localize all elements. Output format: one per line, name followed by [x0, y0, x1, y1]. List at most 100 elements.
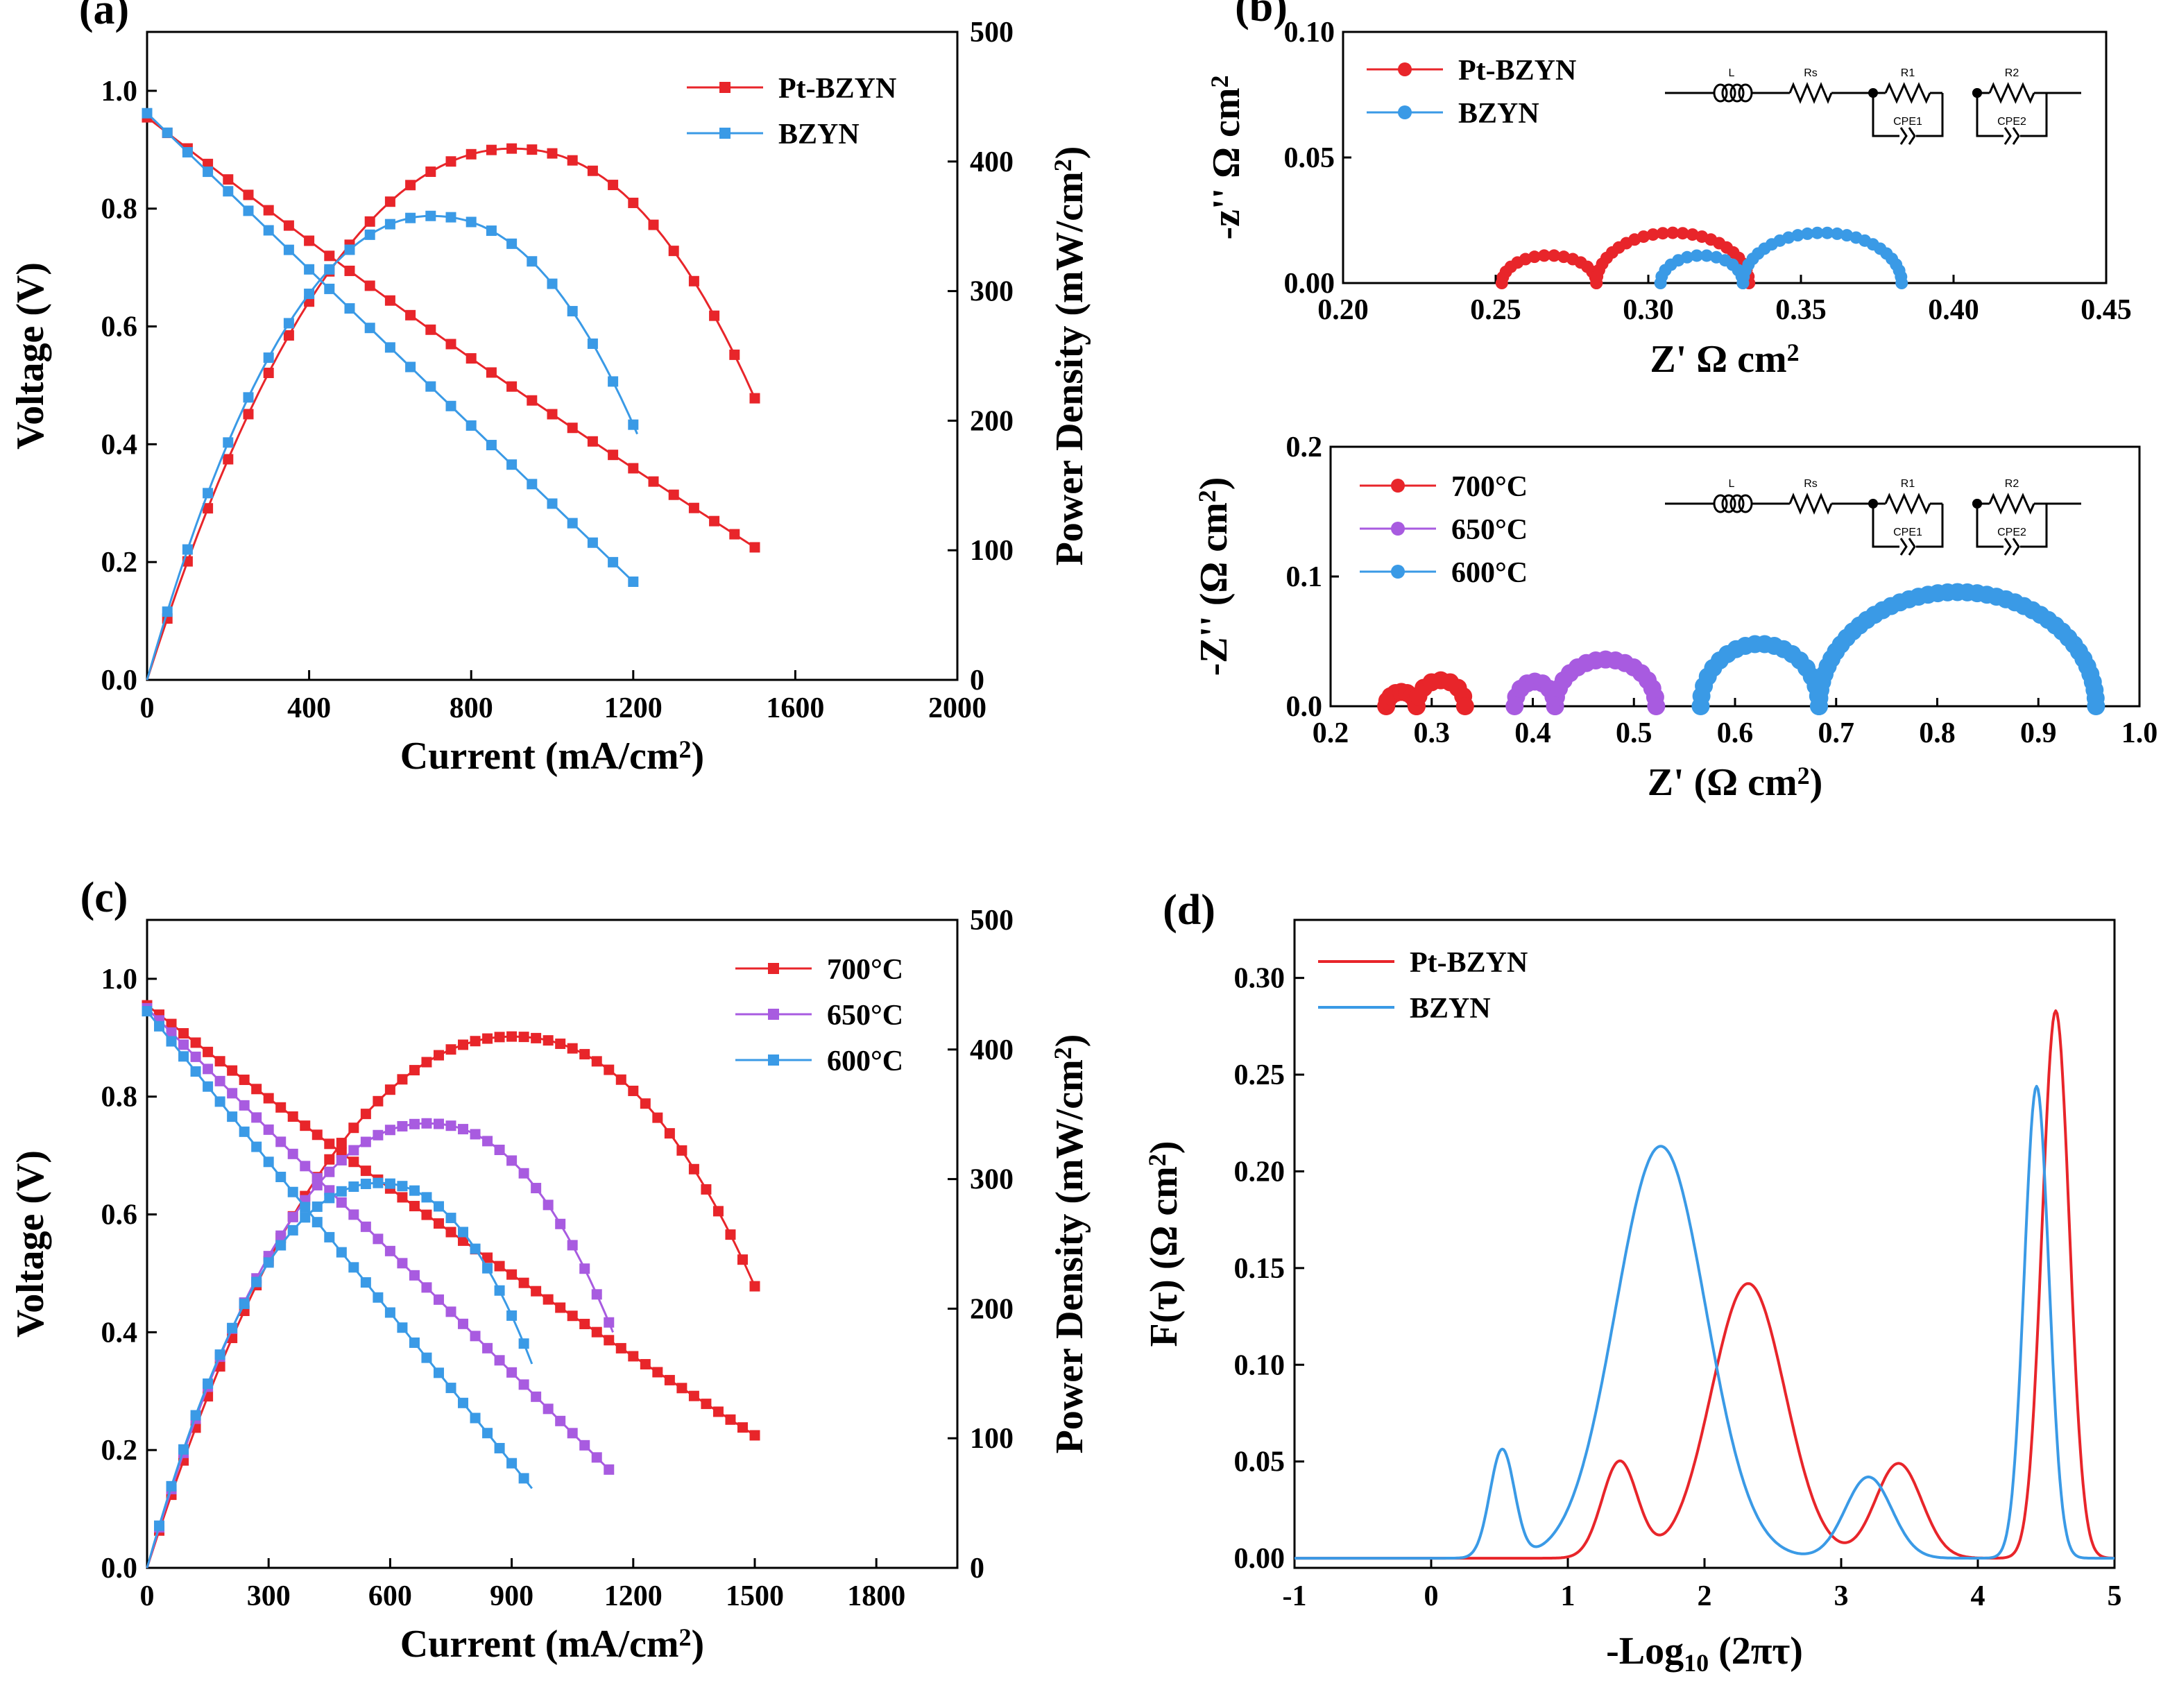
- power-point: [445, 1213, 456, 1224]
- iv-point: [275, 1136, 287, 1147]
- iv-point: [227, 1088, 238, 1099]
- resistor-R2: [1988, 493, 2035, 515]
- iv-point: [324, 283, 335, 294]
- power-point: [591, 1289, 602, 1300]
- impedance-point: [1680, 250, 1693, 264]
- legend-marker: [1391, 565, 1405, 579]
- iv-point: [628, 577, 639, 588]
- legend-marker: [768, 1054, 779, 1066]
- panel-d: -1 0 1 2 3 4 5 0.00 0.05 0.10 0.15 0.20 0.25 0.30 (d) -…: [1143, 887, 2122, 1677]
- y2-axis-title-text: Power Density (mW/cm: [1048, 1059, 1091, 1453]
- inductor-coil: [1738, 83, 1753, 103]
- y-tick-label: 0.10: [1284, 17, 1335, 49]
- legend-label: BZYN: [1410, 993, 1491, 1025]
- iv-point: [668, 489, 679, 500]
- x-tick-label: 0.25: [1470, 294, 1521, 326]
- inductor-coil: [1713, 83, 1728, 103]
- y2-axis-title-end: ): [1048, 146, 1091, 160]
- inductor-coil: [1721, 494, 1736, 513]
- iv-point: [482, 1428, 493, 1439]
- x-tick-label: 300: [247, 1580, 291, 1612]
- x-tick-label: 0.2: [1313, 717, 1349, 749]
- impedance-point: [1690, 249, 1703, 262]
- y-tick-label: 0.00: [1284, 268, 1335, 300]
- circuit-node: [1972, 499, 1982, 509]
- power-point: [445, 1120, 456, 1131]
- power-point: [579, 1263, 590, 1274]
- iv-point: [465, 420, 477, 431]
- power-point: [421, 1057, 432, 1068]
- iv-point: [527, 479, 538, 490]
- power-point: [409, 1065, 420, 1076]
- iv-point: [409, 1337, 420, 1348]
- impedance-point: [1666, 226, 1680, 239]
- y-axis-title: F(τ) (Ω cm2): [1143, 1141, 1186, 1347]
- x-tick-label: 1600: [766, 692, 824, 724]
- x-tick-label: 1: [1561, 1580, 1575, 1612]
- power-point: [336, 1154, 347, 1165]
- power-point: [344, 244, 355, 255]
- iv-point: [275, 1172, 287, 1183]
- iv-point: [190, 1037, 201, 1048]
- iv-point: [373, 1292, 384, 1303]
- x-axis-title: -Log10 (2πτ): [1606, 1630, 1803, 1677]
- y-tick-label: 0.2: [1286, 432, 1323, 463]
- power-point: [311, 1201, 323, 1212]
- power-point: [287, 1224, 298, 1236]
- y2-tick-label: 500: [970, 905, 1014, 937]
- iv-point: [300, 1161, 311, 1172]
- x-tick-label: 1200: [604, 1580, 663, 1612]
- cpe-wire: [1872, 93, 1944, 137]
- iv-point: [214, 1075, 225, 1086]
- iv-point: [405, 309, 416, 321]
- power-point: [223, 437, 234, 448]
- power-point: [251, 1276, 262, 1288]
- circuit-label-R1: R1: [1901, 478, 1915, 490]
- x-axis-title-end: ): [692, 735, 705, 778]
- power-point: [421, 1118, 432, 1129]
- iv-point: [384, 342, 395, 353]
- power-point: [182, 544, 193, 555]
- circuit-label-R1: R1: [1901, 67, 1915, 79]
- power-point: [190, 1410, 201, 1421]
- iv-point: [348, 1262, 359, 1273]
- iv-point: [547, 409, 558, 420]
- circuit-label-CPE1: CPE1: [1893, 116, 1922, 128]
- y2-tick-label: 100: [970, 535, 1014, 567]
- iv-point: [531, 1286, 542, 1297]
- x-axis-title-text: Z' Ω cm: [1650, 338, 1786, 381]
- power-point: [604, 1064, 615, 1075]
- power-point: [652, 1112, 663, 1123]
- power-point: [373, 1129, 384, 1141]
- iv-point: [300, 1202, 311, 1213]
- iv-point: [227, 1065, 238, 1076]
- series-600°C: [1691, 583, 2105, 715]
- power-point: [360, 1179, 371, 1190]
- y2-tick-label: 200: [970, 405, 1014, 437]
- power-point: [470, 1036, 481, 1047]
- iv-point: [688, 1390, 699, 1401]
- power-point: [531, 1183, 542, 1194]
- legend-label: Pt-BZYN: [778, 73, 896, 105]
- y-tick-label: 0.05: [1234, 1446, 1285, 1478]
- cpe-CPE1: [1899, 127, 1916, 145]
- iv-point: [166, 1036, 177, 1047]
- iv-point: [425, 381, 436, 392]
- iv-point: [567, 1428, 578, 1439]
- power-point: [287, 1211, 298, 1222]
- power-point: [542, 1035, 554, 1046]
- iv-point: [324, 250, 335, 262]
- power-point: [384, 1084, 395, 1095]
- legend-label: 650°C: [1451, 514, 1528, 546]
- iv-point: [251, 1141, 262, 1152]
- x-axis-title-script: 2: [679, 735, 692, 763]
- power-point: [628, 197, 639, 208]
- iv-point: [178, 1051, 189, 1062]
- x-axis-title: Current (mA/cm2): [400, 1623, 704, 1666]
- y2-axis-title: Power Density (mW/cm2): [1048, 146, 1091, 566]
- y-tick-label: 0.4: [101, 429, 138, 461]
- iv-point: [263, 1093, 274, 1104]
- power-point: [587, 338, 598, 349]
- power-point: [729, 349, 740, 360]
